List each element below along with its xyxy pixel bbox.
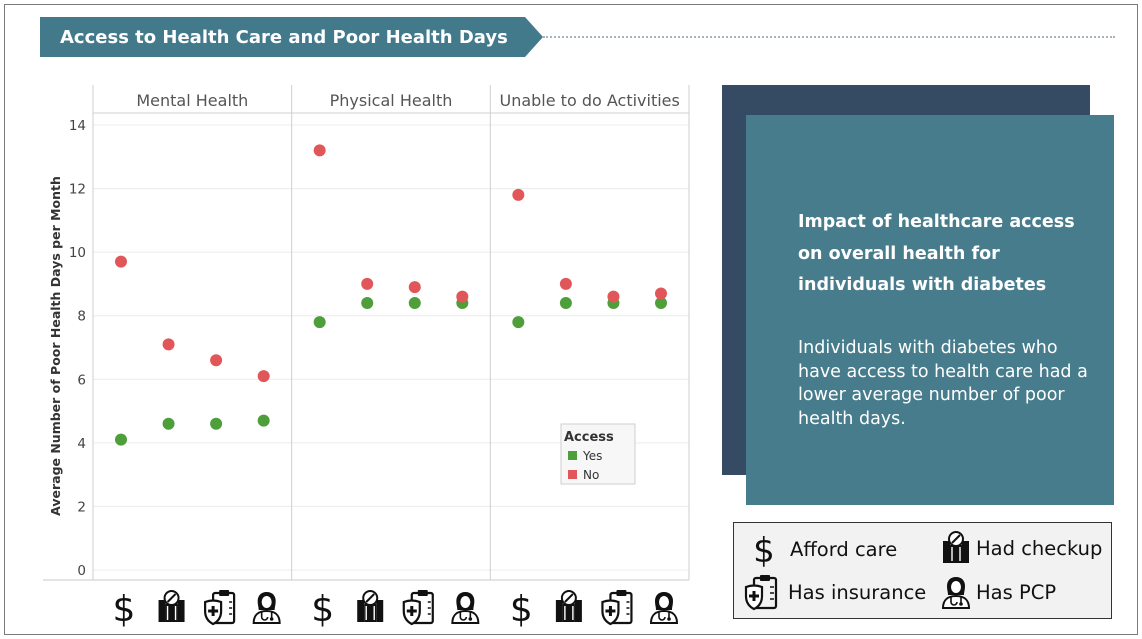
dollar-icon: $	[510, 589, 533, 630]
scatter-chart: Mental Health Physical Health Unable to do…	[43, 85, 690, 630]
key-item-insurance: Has insurance	[742, 573, 926, 611]
y-tick-label: 12	[69, 182, 86, 198]
data-point-yes	[655, 297, 667, 309]
legend-label-yes: Yes	[582, 449, 602, 463]
data-point-no	[361, 277, 374, 290]
data-point-no	[162, 338, 175, 351]
data-point-no	[607, 290, 620, 303]
key-label-pcp: Has PCP	[976, 580, 1057, 604]
y-tick-label: 2	[77, 499, 86, 515]
key-label-insurance: Has insurance	[788, 580, 927, 604]
insight-body: Individuals with diabetes who have acces…	[798, 338, 1088, 429]
svg-text:$: $	[311, 589, 334, 630]
icon-key: $ Afford care Had checkup Has insurance	[733, 522, 1112, 619]
page-frame	[4, 4, 1138, 635]
data-point-no	[408, 281, 421, 294]
data-point-yes	[512, 316, 525, 329]
key-item-checkup: Had checkup	[940, 531, 1102, 565]
insight-heading: Impact of healthcare access on overall h…	[798, 212, 1075, 295]
insurance-icon	[204, 590, 236, 626]
title-divider	[543, 36, 1115, 38]
legend: Access Yes No	[560, 423, 636, 485]
checkup-icon	[943, 531, 969, 563]
data-point-yes	[313, 316, 326, 329]
y-axis: Average Number of Poor Health Days per M…	[48, 118, 86, 579]
data-point-no	[512, 188, 525, 201]
data-point-no	[655, 287, 667, 300]
y-tick-label: 8	[77, 309, 86, 325]
data-point-yes	[257, 414, 270, 427]
panel-header: Physical Health	[330, 91, 453, 110]
doctor-icon	[451, 592, 480, 624]
dollar-icon: $	[311, 589, 334, 630]
data-points	[115, 144, 667, 446]
dollar-icon: $	[753, 531, 775, 567]
svg-text:$: $	[510, 589, 533, 630]
y-tick-label: 6	[77, 372, 86, 388]
data-point-yes	[210, 417, 223, 430]
insurance-icon	[601, 590, 633, 626]
key-label-afford: Afford care	[790, 537, 898, 561]
data-point-yes	[162, 417, 175, 430]
legend-swatch-no	[568, 470, 577, 479]
insurance-icon	[744, 575, 778, 611]
legend-label-no: No	[583, 468, 599, 482]
data-point-no	[115, 255, 127, 268]
key-item-afford: $ Afford care	[750, 531, 897, 567]
insight-panel: Impact of healthcare access on overall h…	[746, 115, 1114, 505]
checkup-icon	[555, 590, 582, 622]
svg-text:$: $	[753, 531, 775, 567]
panel-header: Mental Health	[136, 91, 248, 110]
title-banner: Access to Health Care and Poor Health Da…	[40, 17, 543, 57]
key-label-checkup: Had checkup	[976, 536, 1103, 560]
insurance-icon	[402, 590, 434, 626]
panel-headers: Mental Health Physical Health Unable to do…	[136, 91, 679, 110]
checkup-icon	[158, 590, 185, 622]
y-tick-label: 14	[69, 118, 86, 134]
y-tick-label: 10	[69, 245, 86, 261]
data-point-no	[257, 370, 270, 383]
y-axis-label: Average Number of Poor Health Days per M…	[48, 176, 63, 516]
data-point-yes	[115, 433, 127, 446]
y-tick-label: 4	[77, 436, 86, 452]
key-item-pcp: Has PCP	[940, 575, 1056, 609]
data-point-yes	[408, 297, 421, 309]
svg-text:$: $	[113, 589, 136, 630]
data-point-no	[456, 290, 469, 303]
data-point-no	[559, 277, 572, 290]
grid-layer	[93, 124, 689, 571]
data-point-yes	[559, 297, 572, 309]
panel-header: Unable to do Activities	[499, 91, 679, 110]
data-point-no	[210, 354, 223, 367]
page-title: Access to Health Care and Poor Health Da…	[60, 27, 508, 48]
checkup-icon	[357, 590, 384, 622]
title-banner-shape	[40, 17, 543, 57]
doctor-icon	[252, 592, 281, 624]
legend-title: Access	[564, 430, 614, 445]
y-tick-label: 0	[77, 563, 86, 579]
doctor-icon	[649, 592, 679, 624]
dollar-icon: $	[113, 589, 136, 630]
category-icons: $ $ $	[113, 589, 679, 630]
doctor-icon	[941, 577, 971, 609]
data-point-yes	[361, 297, 374, 309]
chart-frame	[43, 85, 690, 581]
data-point-no	[313, 144, 326, 157]
legend-swatch-yes	[568, 451, 577, 460]
